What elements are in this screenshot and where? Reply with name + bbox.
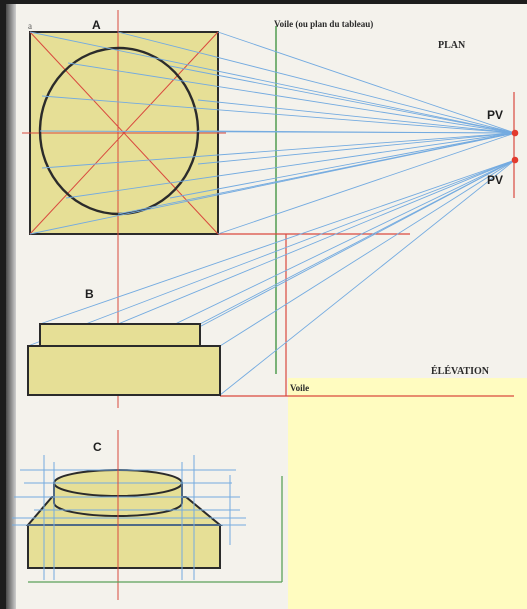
pv-point-bottom (511, 156, 519, 164)
figure-b-elevation (27, 323, 221, 396)
lower-block (27, 345, 221, 396)
label-corner-a: a (28, 21, 32, 31)
label-figure-c: C (93, 440, 102, 454)
label-figure-b: B (85, 287, 94, 301)
block-front-face (27, 524, 221, 569)
pv-point-top (511, 129, 519, 137)
label-veil-top: Voile (ou plan du tableau) (274, 19, 373, 29)
upper-slab (39, 323, 201, 347)
label-pv-bottom: PV (487, 173, 503, 187)
label-plan: PLAN (438, 40, 466, 51)
label-elevation: ÉLÉVATION (431, 365, 490, 377)
highlight-panel (288, 378, 527, 609)
label-figure-a: A (92, 18, 101, 32)
perspective-diagram: A a Voile (ou plan du tableau) PLAN PV P… (12, 10, 527, 609)
figure-c-perspective (12, 430, 283, 600)
construction-lines (12, 455, 246, 580)
page: A a Voile (ou plan du tableau) PLAN PV P… (6, 4, 527, 609)
label-veil-bottom: Voile (290, 383, 309, 393)
label-pv-top: PV (487, 108, 503, 122)
